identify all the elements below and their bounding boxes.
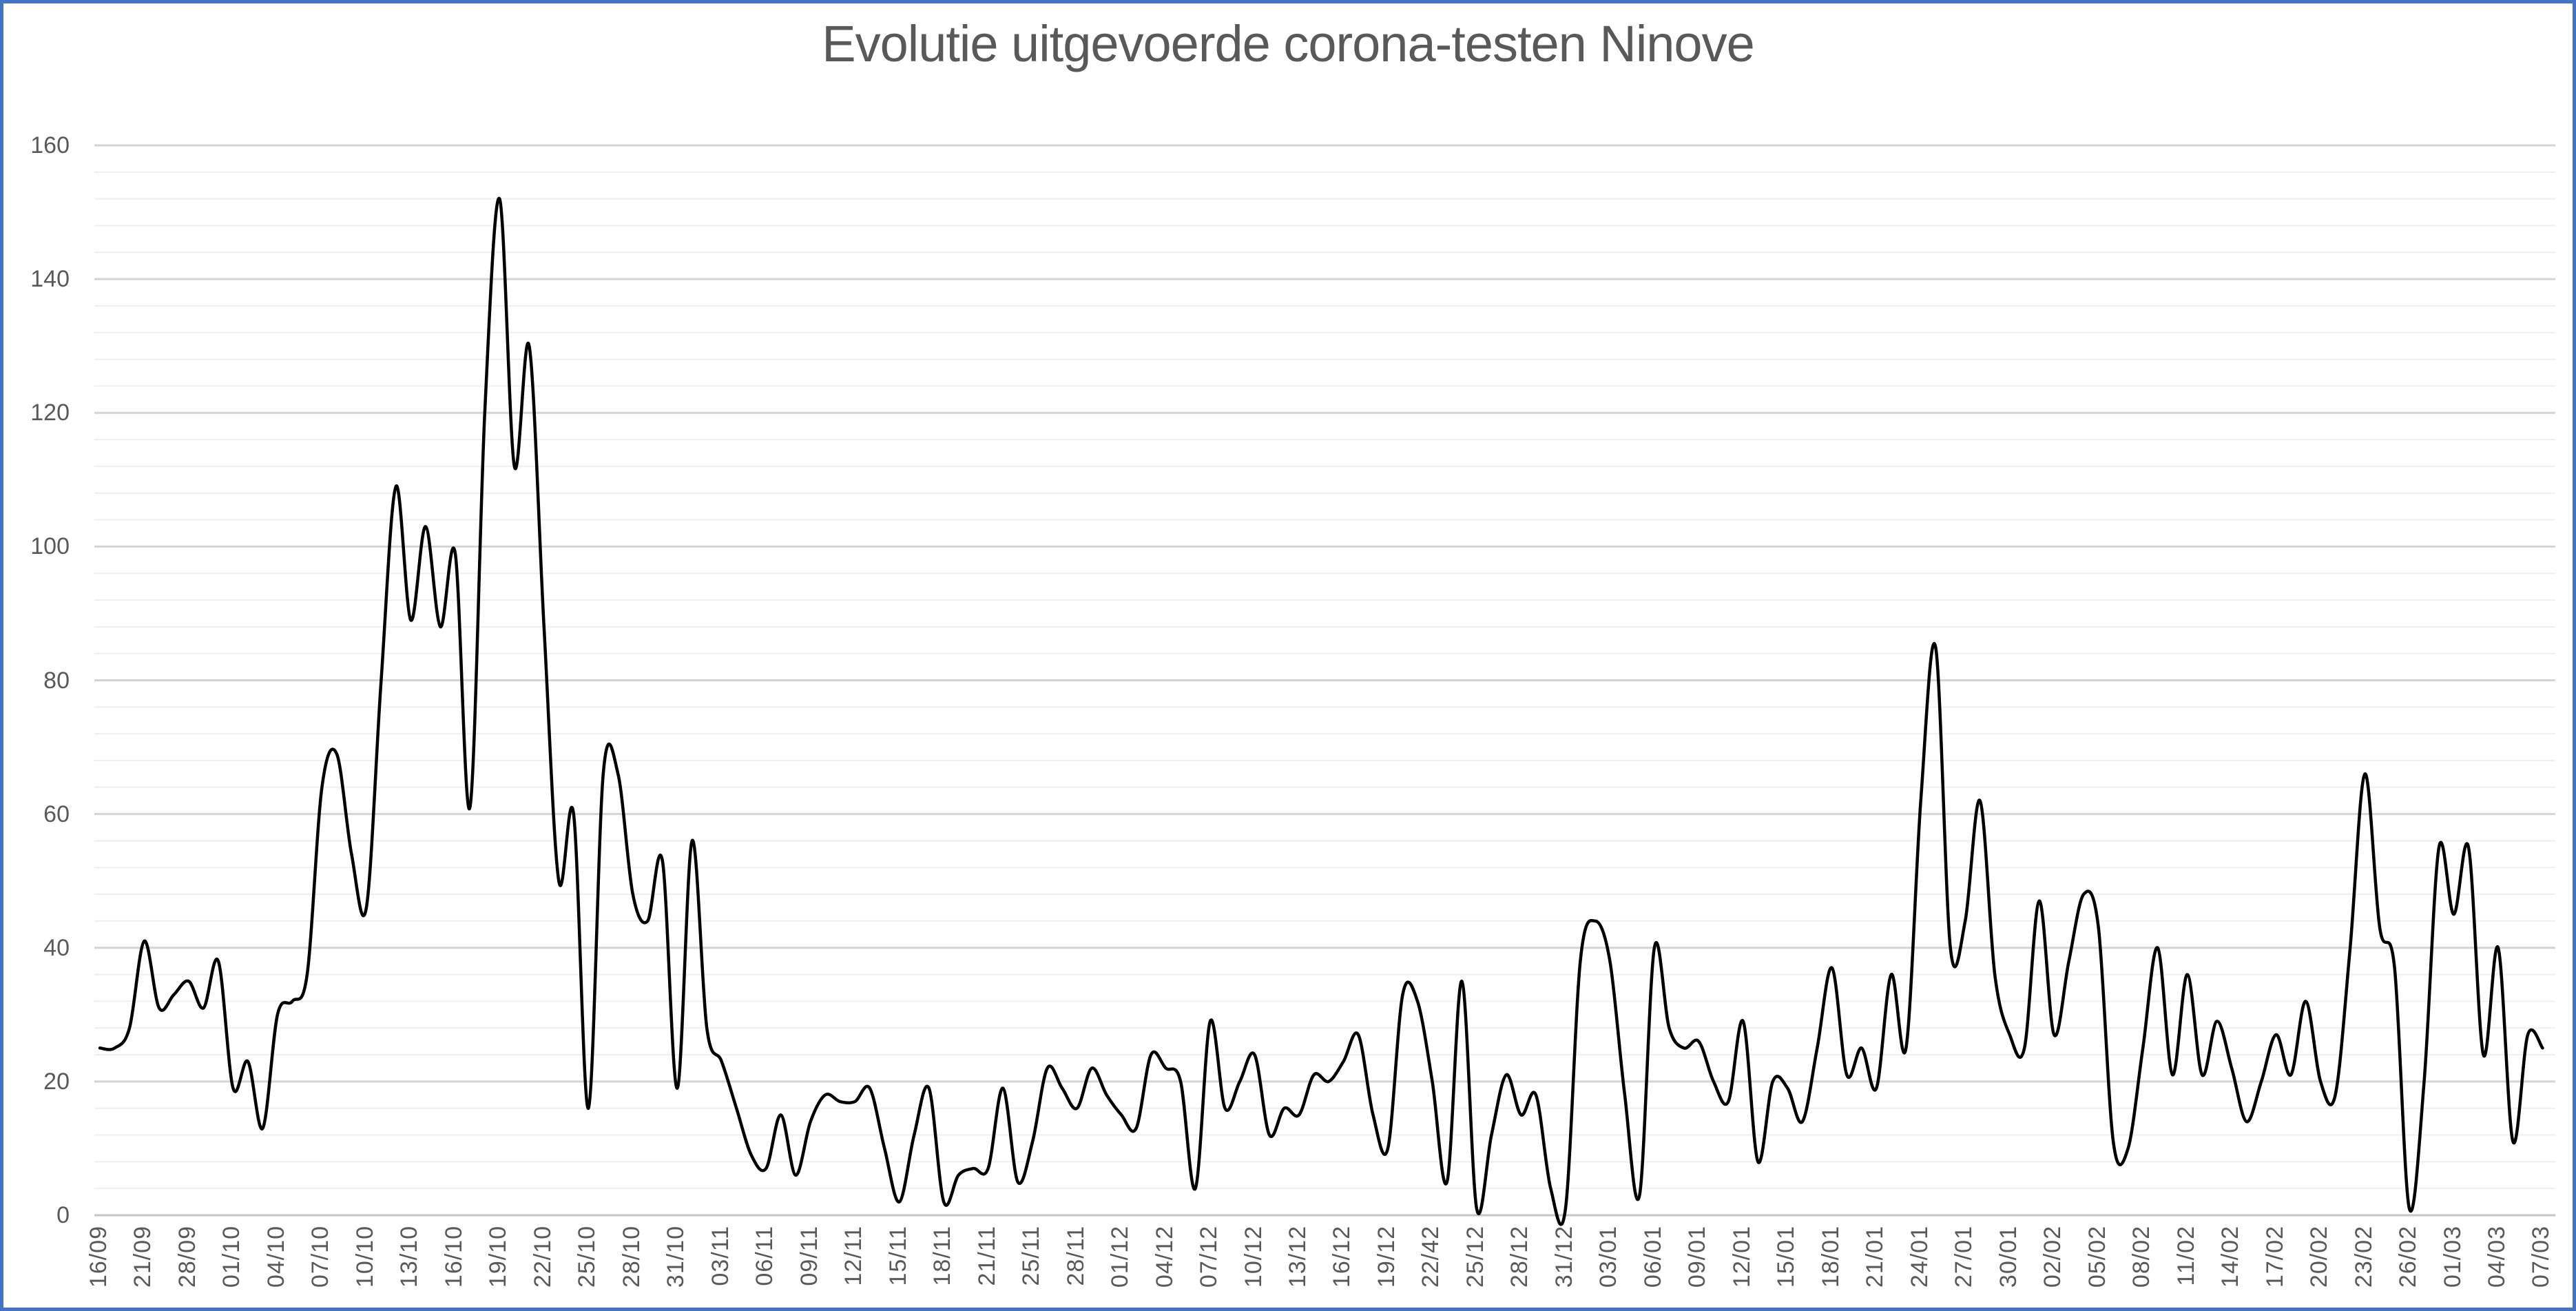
- x-tick-label: 06/01: [1639, 1226, 1666, 1288]
- y-tick-label: 60: [43, 801, 70, 827]
- x-tick-label: 25/12: [1462, 1226, 1488, 1288]
- x-tick-label: 20/02: [2306, 1226, 2333, 1288]
- x-tick-label: 19/10: [485, 1226, 512, 1288]
- plot-area: [94, 144, 2555, 1226]
- x-tick-label: 16/09: [85, 1226, 112, 1288]
- x-tick-label: 19/12: [1373, 1226, 1400, 1288]
- x-tick-label: 02/02: [2039, 1226, 2066, 1288]
- x-tick-label: 10/12: [1240, 1226, 1267, 1288]
- x-tick-label: 01/12: [1107, 1226, 1134, 1288]
- x-tick-label: 18/01: [1817, 1226, 1844, 1288]
- x-tick-label: 06/11: [751, 1226, 778, 1286]
- x-tick-label: 13/12: [1285, 1226, 1311, 1288]
- y-tick-label: 140: [30, 266, 70, 293]
- y-tick-label: 160: [30, 132, 70, 158]
- x-tick-label: 28/09: [174, 1226, 200, 1288]
- x-tick-label: 10/10: [351, 1226, 378, 1288]
- x-tick-label: 25/10: [574, 1226, 601, 1288]
- x-tick-label: 08/02: [2128, 1226, 2155, 1288]
- x-tick-label: 03/11: [707, 1226, 734, 1286]
- x-tick-label: 24/01: [1906, 1226, 1933, 1288]
- x-tick-label: 16/12: [1329, 1226, 1355, 1288]
- x-tick-label: 18/11: [929, 1226, 956, 1286]
- x-tick-label: 05/02: [2084, 1226, 2110, 1288]
- x-tick-label: 28/12: [1506, 1226, 1533, 1288]
- x-tick-label: 03/01: [1595, 1226, 1622, 1288]
- x-tick-label: 31/12: [1550, 1226, 1577, 1288]
- x-tick-label: 09/01: [1684, 1226, 1711, 1288]
- data-series-line: [98, 196, 2544, 1226]
- y-tick-label: 100: [30, 533, 70, 560]
- x-tick-label: 27/01: [1951, 1226, 1977, 1288]
- x-tick-label: 21/11: [973, 1226, 1000, 1286]
- x-tick-label: 25/11: [1018, 1226, 1045, 1286]
- x-tick-label: 21/09: [129, 1226, 156, 1288]
- x-tick-label: 16/10: [440, 1226, 467, 1288]
- y-tick-label: 40: [43, 934, 70, 961]
- x-tick-label: 14/02: [2217, 1226, 2244, 1288]
- x-tick-label: 13/10: [396, 1226, 423, 1288]
- x-tick-label: 15/01: [1773, 1226, 1800, 1288]
- x-tick-label: 22/10: [529, 1226, 556, 1288]
- x-tick-label: 30/01: [1995, 1226, 2022, 1288]
- y-tick-label: 20: [43, 1068, 70, 1095]
- x-tick-label: 22/42: [1417, 1226, 1444, 1288]
- x-tick-label: 15/11: [884, 1226, 911, 1286]
- x-tick-label: 01/03: [2439, 1226, 2466, 1288]
- x-tick-label: 31/10: [663, 1226, 689, 1288]
- x-tick-label: 11/02: [2172, 1226, 2199, 1286]
- x-tick-label: 23/02: [2350, 1226, 2377, 1288]
- x-tick-label: 28/10: [618, 1226, 645, 1288]
- x-tick-label: 04/10: [262, 1226, 289, 1288]
- x-tick-label: 12/01: [1728, 1226, 1755, 1288]
- y-tick-label: 120: [30, 400, 70, 426]
- x-tick-label: 09/11: [796, 1226, 822, 1286]
- x-tick-label: 12/11: [840, 1226, 867, 1286]
- x-tick-label: 04/12: [1151, 1226, 1178, 1288]
- y-tick-label: 80: [43, 667, 70, 694]
- x-tick-label: 04/03: [2484, 1226, 2510, 1288]
- x-tick-label: 01/10: [218, 1226, 245, 1288]
- x-tick-label: 07/12: [1196, 1226, 1223, 1288]
- y-tick-label: 0: [56, 1202, 70, 1228]
- x-tick-label: 26/02: [2395, 1226, 2422, 1288]
- chart-title: Evolutie uitgevoerde corona-testen Ninov…: [822, 15, 1755, 72]
- x-tick-label: 28/11: [1062, 1226, 1089, 1286]
- x-tick-label: 21/01: [1862, 1226, 1889, 1288]
- x-tick-label: 17/02: [2261, 1226, 2288, 1288]
- x-tick-label: 07/10: [307, 1226, 334, 1288]
- x-tick-label: 07/03: [2528, 1226, 2555, 1288]
